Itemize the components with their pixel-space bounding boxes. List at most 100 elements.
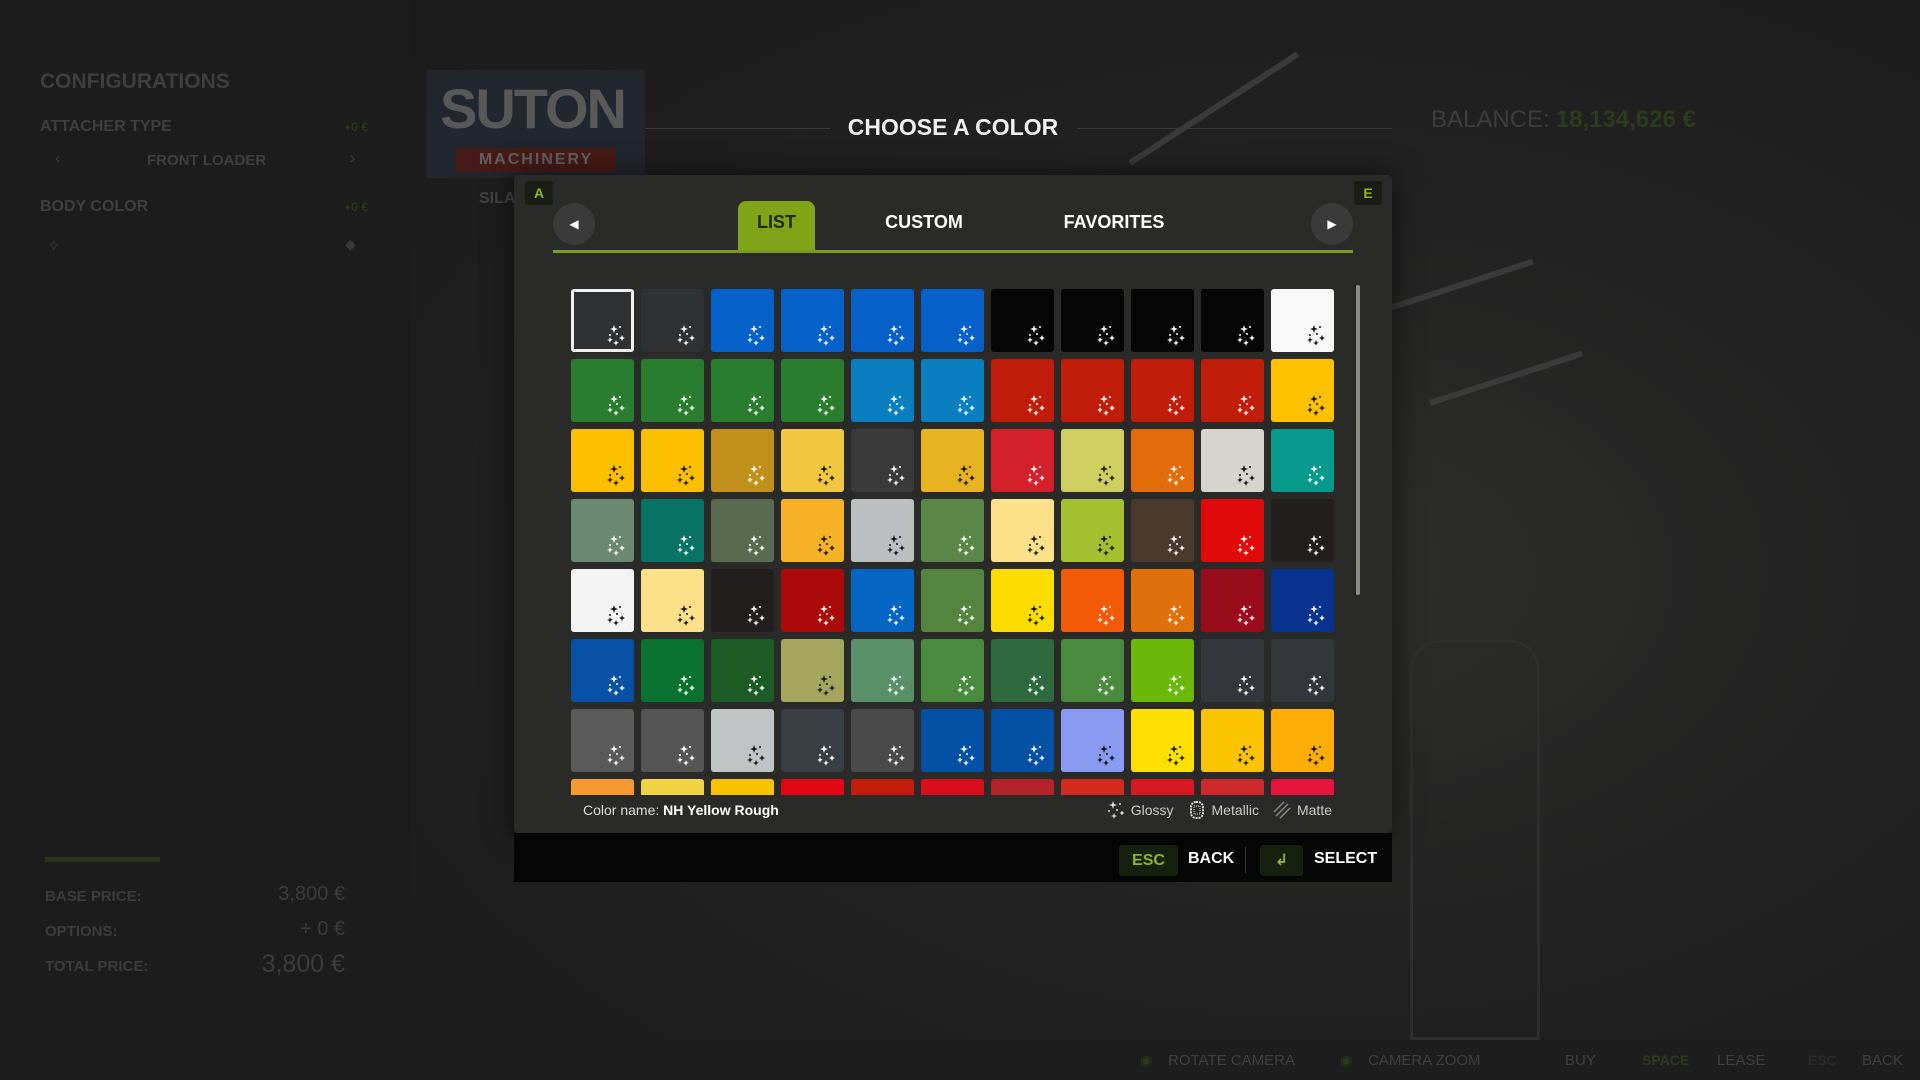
color-swatch[interactable] bbox=[781, 639, 844, 702]
color-swatch[interactable] bbox=[851, 569, 914, 632]
color-swatch[interactable] bbox=[851, 289, 914, 352]
color-swatch[interactable] bbox=[921, 359, 984, 422]
color-swatch[interactable] bbox=[781, 499, 844, 562]
color-swatch[interactable] bbox=[781, 289, 844, 352]
rotate-camera-action[interactable]: ROTATE CAMERA bbox=[1168, 1052, 1295, 1069]
color-swatch[interactable] bbox=[1061, 569, 1124, 632]
color-swatch[interactable] bbox=[641, 709, 704, 772]
color-swatch[interactable] bbox=[1271, 499, 1334, 562]
color-swatch[interactable] bbox=[571, 779, 634, 795]
lease-button[interactable]: LEASE bbox=[1717, 1052, 1766, 1069]
body-color-glossy-icon[interactable]: ✧ bbox=[47, 238, 61, 255]
color-swatch[interactable] bbox=[921, 779, 984, 795]
color-swatch[interactable] bbox=[851, 499, 914, 562]
color-swatch[interactable] bbox=[711, 359, 774, 422]
color-swatch[interactable] bbox=[781, 429, 844, 492]
color-swatch[interactable] bbox=[991, 429, 1054, 492]
color-swatch[interactable] bbox=[1271, 779, 1334, 795]
color-swatch[interactable] bbox=[571, 499, 634, 562]
tab-favorites[interactable]: FAVORITES bbox=[1063, 212, 1165, 232]
esc-key-hint[interactable]: ESC bbox=[1119, 845, 1178, 876]
color-swatch[interactable] bbox=[1061, 499, 1124, 562]
color-swatch[interactable] bbox=[781, 569, 844, 632]
color-swatch[interactable] bbox=[1271, 289, 1334, 352]
color-swatch[interactable] bbox=[1061, 639, 1124, 702]
color-swatch[interactable] bbox=[851, 779, 914, 795]
tab-custom[interactable]: CUSTOM bbox=[885, 212, 963, 232]
color-swatch[interactable] bbox=[641, 359, 704, 422]
color-swatch[interactable] bbox=[921, 499, 984, 562]
color-swatch[interactable] bbox=[711, 709, 774, 772]
paint-bucket-icon[interactable]: ◆ bbox=[345, 236, 356, 252]
color-swatch[interactable] bbox=[571, 359, 634, 422]
color-swatch[interactable] bbox=[921, 289, 984, 352]
color-swatch[interactable] bbox=[1201, 499, 1264, 562]
color-swatch[interactable] bbox=[641, 289, 704, 352]
color-swatch[interactable] bbox=[1201, 359, 1264, 422]
attacher-prev-button[interactable]: ‹ bbox=[55, 150, 61, 167]
color-swatch[interactable] bbox=[1201, 779, 1264, 795]
color-swatch[interactable] bbox=[1061, 429, 1124, 492]
color-swatch[interactable] bbox=[1131, 709, 1194, 772]
color-swatch[interactable] bbox=[1271, 569, 1334, 632]
buy-button[interactable]: BUY bbox=[1565, 1052, 1596, 1069]
color-swatch[interactable] bbox=[1131, 569, 1194, 632]
color-swatch[interactable] bbox=[851, 639, 914, 702]
color-swatch[interactable] bbox=[641, 499, 704, 562]
color-swatch[interactable] bbox=[571, 429, 634, 492]
color-swatch[interactable] bbox=[1201, 289, 1264, 352]
color-swatch[interactable] bbox=[991, 709, 1054, 772]
color-swatch[interactable] bbox=[1201, 569, 1264, 632]
color-swatch[interactable] bbox=[921, 639, 984, 702]
color-swatch[interactable] bbox=[1131, 779, 1194, 795]
color-swatch[interactable] bbox=[851, 709, 914, 772]
attacher-next-button[interactable]: › bbox=[350, 150, 356, 167]
camera-zoom-action[interactable]: CAMERA ZOOM bbox=[1368, 1052, 1481, 1069]
color-swatch[interactable] bbox=[1131, 359, 1194, 422]
color-swatch[interactable] bbox=[851, 359, 914, 422]
color-swatch[interactable] bbox=[1131, 499, 1194, 562]
color-swatch[interactable] bbox=[781, 709, 844, 772]
color-swatch[interactable] bbox=[1061, 709, 1124, 772]
color-swatch[interactable] bbox=[641, 569, 704, 632]
color-swatch[interactable] bbox=[711, 289, 774, 352]
grid-scrollbar[interactable] bbox=[1356, 285, 1360, 595]
color-swatch[interactable] bbox=[711, 429, 774, 492]
color-swatch[interactable] bbox=[711, 779, 774, 795]
color-swatch[interactable] bbox=[571, 709, 634, 772]
color-swatch[interactable] bbox=[991, 569, 1054, 632]
back-button[interactable]: BACK bbox=[1188, 850, 1235, 867]
color-swatch[interactable] bbox=[991, 499, 1054, 562]
color-swatch[interactable] bbox=[1201, 639, 1264, 702]
prev-tab-arrow-icon[interactable]: ◀ bbox=[553, 203, 595, 245]
next-tab-arrow-icon[interactable]: ▶ bbox=[1311, 203, 1353, 245]
color-swatch[interactable] bbox=[641, 779, 704, 795]
color-swatch[interactable] bbox=[1061, 779, 1124, 795]
color-swatch[interactable] bbox=[1201, 709, 1264, 772]
color-swatch[interactable] bbox=[1131, 639, 1194, 702]
color-swatch[interactable] bbox=[1271, 429, 1334, 492]
color-swatch[interactable] bbox=[1201, 429, 1264, 492]
color-swatch[interactable] bbox=[711, 569, 774, 632]
color-swatch[interactable] bbox=[1131, 289, 1194, 352]
attacher-type-value[interactable]: FRONT LOADER bbox=[147, 152, 267, 169]
color-swatch[interactable] bbox=[1271, 639, 1334, 702]
select-button[interactable]: SELECT bbox=[1314, 850, 1378, 867]
color-swatch[interactable] bbox=[991, 289, 1054, 352]
tab-list[interactable]: LIST bbox=[738, 201, 815, 251]
color-swatch[interactable] bbox=[1131, 429, 1194, 492]
enter-icon[interactable]: ↲ bbox=[1260, 845, 1303, 876]
color-swatch[interactable] bbox=[1271, 709, 1334, 772]
color-swatch[interactable] bbox=[851, 429, 914, 492]
color-swatch[interactable] bbox=[1061, 289, 1124, 352]
color-swatch[interactable] bbox=[1061, 359, 1124, 422]
color-swatch[interactable] bbox=[921, 569, 984, 632]
color-swatch[interactable] bbox=[781, 359, 844, 422]
color-swatch[interactable] bbox=[711, 499, 774, 562]
color-swatch[interactable] bbox=[571, 569, 634, 632]
color-swatch[interactable] bbox=[1271, 359, 1334, 422]
color-swatch[interactable] bbox=[921, 709, 984, 772]
color-swatch[interactable] bbox=[781, 779, 844, 795]
color-swatch[interactable] bbox=[991, 359, 1054, 422]
color-swatch[interactable] bbox=[641, 639, 704, 702]
